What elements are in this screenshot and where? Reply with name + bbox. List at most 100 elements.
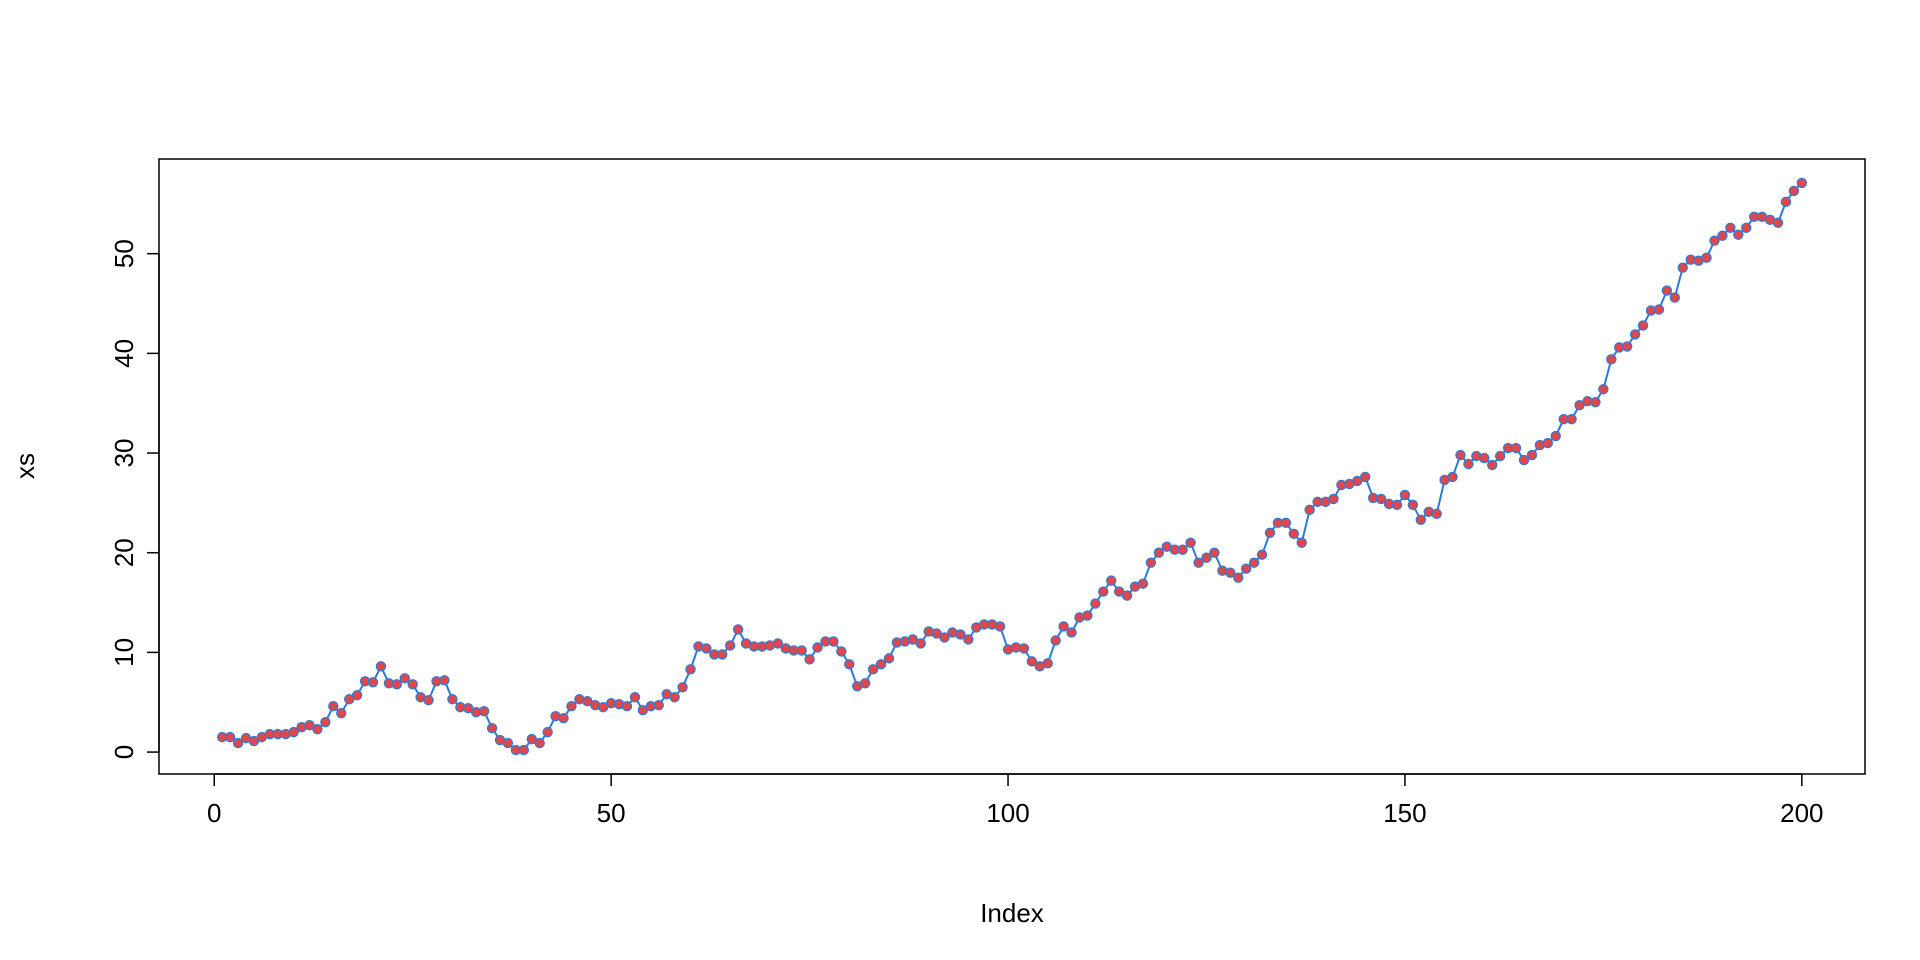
data-point bbox=[939, 632, 950, 643]
data-point bbox=[1479, 452, 1490, 464]
data-point bbox=[1653, 304, 1665, 315]
data-point bbox=[1145, 557, 1157, 568]
y-tick-label: 20 bbox=[109, 538, 139, 567]
data-point bbox=[1542, 437, 1554, 449]
data-point bbox=[351, 690, 363, 701]
data-point bbox=[1733, 229, 1744, 240]
data-point bbox=[288, 726, 299, 738]
data-point bbox=[1288, 528, 1299, 539]
data-point bbox=[732, 624, 744, 635]
data-point bbox=[1050, 635, 1061, 646]
data-point bbox=[1772, 217, 1784, 228]
data-point bbox=[963, 634, 974, 645]
data-point bbox=[725, 640, 736, 651]
x-tick-label: 100 bbox=[986, 798, 1029, 828]
x-tick-label: 150 bbox=[1383, 798, 1426, 828]
data-point bbox=[1741, 222, 1752, 233]
data-point bbox=[502, 737, 514, 749]
data-point bbox=[994, 621, 1006, 632]
y-tick-label: 50 bbox=[109, 239, 139, 268]
data-point bbox=[1018, 643, 1030, 654]
data-point bbox=[1621, 341, 1633, 352]
data-point bbox=[1677, 262, 1688, 273]
data-point bbox=[1042, 658, 1053, 669]
data-point bbox=[955, 629, 966, 640]
data-point bbox=[1153, 547, 1165, 558]
data-point bbox=[1304, 504, 1315, 516]
data-line bbox=[222, 182, 1803, 752]
data-point bbox=[478, 706, 490, 717]
data-point bbox=[1606, 354, 1617, 365]
data-point bbox=[1590, 397, 1601, 408]
data-point bbox=[391, 679, 403, 690]
data-point bbox=[439, 675, 450, 686]
data-point bbox=[1526, 449, 1538, 461]
data-point bbox=[1256, 549, 1268, 560]
data-point bbox=[875, 659, 887, 670]
data-point bbox=[1391, 499, 1403, 511]
data-point bbox=[423, 695, 434, 706]
data-point bbox=[1637, 320, 1649, 331]
data-point bbox=[1098, 586, 1109, 597]
data-point bbox=[486, 722, 498, 734]
data-point bbox=[1264, 527, 1276, 538]
data-point bbox=[1225, 567, 1236, 578]
data-point bbox=[224, 731, 236, 743]
data-point bbox=[1177, 544, 1188, 555]
data-point bbox=[1082, 610, 1093, 621]
data-point bbox=[796, 645, 807, 656]
data-point bbox=[915, 638, 926, 649]
data-point bbox=[375, 661, 387, 672]
data-point bbox=[320, 716, 331, 728]
data-point bbox=[1240, 563, 1252, 574]
data-point bbox=[407, 679, 418, 690]
y-tick-label: 40 bbox=[109, 339, 139, 368]
data-point bbox=[232, 737, 244, 749]
data-point bbox=[1518, 454, 1530, 466]
data-point bbox=[336, 707, 347, 719]
data-point bbox=[859, 678, 871, 689]
data-point bbox=[1661, 285, 1673, 296]
data-point bbox=[717, 649, 728, 660]
data-point bbox=[1780, 196, 1792, 208]
data-point bbox=[1629, 329, 1641, 340]
data-point bbox=[1463, 458, 1474, 470]
data-point bbox=[1137, 578, 1149, 589]
data-point bbox=[447, 694, 458, 705]
data-point bbox=[558, 712, 569, 724]
data-point bbox=[701, 643, 712, 654]
y-tick-label: 0 bbox=[109, 745, 139, 759]
data-point bbox=[1550, 430, 1561, 442]
data-point bbox=[1058, 621, 1069, 632]
x-tick-label: 50 bbox=[597, 798, 626, 828]
data-point bbox=[1709, 235, 1720, 246]
data-point bbox=[836, 646, 847, 657]
data-point bbox=[1280, 517, 1292, 529]
data-point bbox=[518, 744, 530, 756]
y-axis-label: xs bbox=[10, 453, 40, 479]
data-point bbox=[804, 654, 815, 665]
data-point bbox=[1233, 572, 1244, 583]
x-tick-label: 200 bbox=[1780, 798, 1823, 828]
data-point bbox=[1455, 449, 1466, 461]
data-point bbox=[867, 664, 879, 675]
data-point bbox=[653, 700, 664, 711]
data-point bbox=[1328, 493, 1339, 505]
data-point bbox=[1066, 627, 1077, 638]
data-point bbox=[1447, 471, 1458, 483]
data-point bbox=[677, 682, 688, 693]
data-point bbox=[1487, 459, 1498, 471]
data-point bbox=[399, 673, 410, 684]
data-point bbox=[1399, 489, 1411, 501]
data-point bbox=[1566, 413, 1577, 425]
data-point bbox=[812, 642, 823, 653]
data-point bbox=[844, 659, 855, 670]
data-point bbox=[1407, 499, 1419, 511]
data-point bbox=[1415, 514, 1426, 526]
data-point bbox=[1717, 230, 1728, 241]
data-point bbox=[1788, 185, 1800, 197]
y-tick-label: 30 bbox=[109, 439, 139, 468]
data-point bbox=[534, 737, 545, 749]
